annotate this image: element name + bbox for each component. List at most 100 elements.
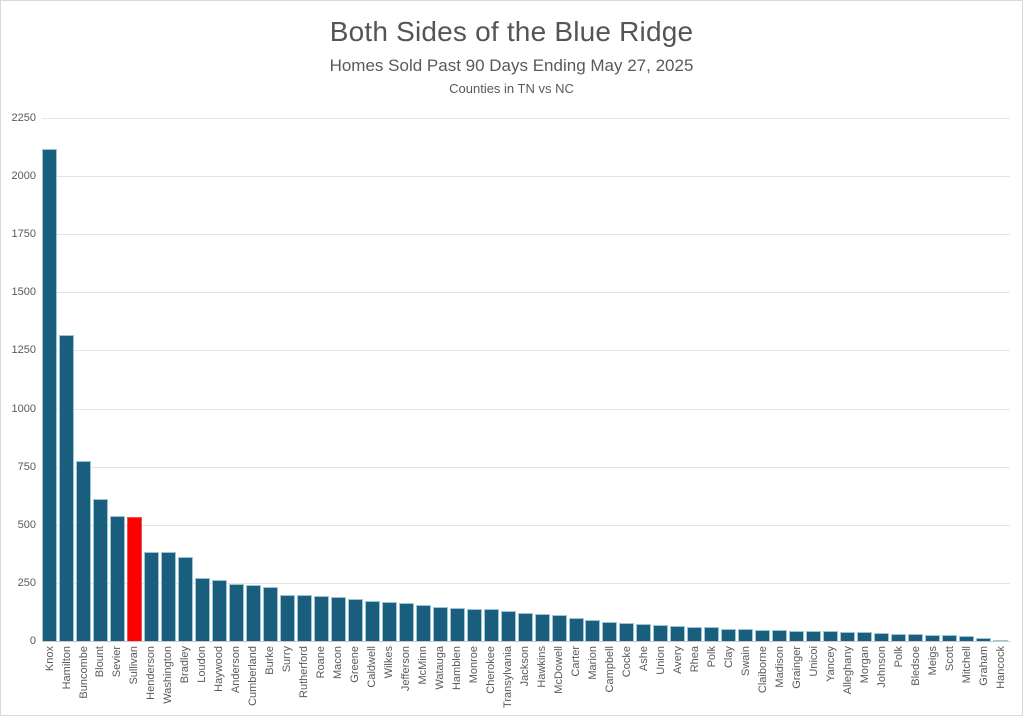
bar xyxy=(908,634,924,641)
y-axis-tick-label: 1750 xyxy=(11,228,36,240)
bar xyxy=(483,608,499,641)
x-axis-category-label: Ashe xyxy=(637,646,650,672)
x-axis-category-label: Graham xyxy=(977,646,990,686)
x-axis-category-label: Alleghany xyxy=(841,646,854,695)
bar xyxy=(976,638,991,641)
x-axis-category-label: Hancock xyxy=(994,646,1007,689)
bar xyxy=(738,629,754,641)
bar xyxy=(755,629,771,641)
x-axis-category-label: Anderson xyxy=(230,646,243,694)
x-axis-category-label: Unicoi xyxy=(807,646,820,677)
x-axis-category-label: Grainger xyxy=(790,646,803,689)
x-axis-category-label: Jefferson xyxy=(400,646,413,692)
bar xyxy=(551,615,567,641)
bar xyxy=(59,335,74,641)
bar xyxy=(347,599,363,641)
bar xyxy=(143,551,159,641)
bar xyxy=(76,460,91,641)
bar xyxy=(245,585,261,641)
bar xyxy=(449,608,465,641)
y-axis-tick-label: 0 xyxy=(29,635,36,647)
bar xyxy=(211,580,227,641)
x-axis-category-label: Loudon xyxy=(196,646,209,683)
x-axis-category-label: Wilkes xyxy=(383,646,396,679)
x-axis-category-label: Bledsoe xyxy=(909,646,922,686)
x-axis-category-label: Greene xyxy=(349,646,362,683)
x-axis-category-label: Washington xyxy=(162,646,175,704)
bar xyxy=(619,622,635,641)
bar xyxy=(636,623,652,641)
bar xyxy=(296,595,312,641)
bar xyxy=(42,149,57,641)
bar xyxy=(534,613,550,641)
y-axis-tick-label: 2250 xyxy=(11,112,36,124)
y-axis-tick-label: 250 xyxy=(17,577,36,589)
bar xyxy=(704,627,720,641)
bar xyxy=(823,631,839,641)
x-axis-category-label: McDowell xyxy=(553,646,565,694)
x-axis-category-label: Scott xyxy=(943,646,956,672)
chart-subtitle-note: Counties in TN vs NC xyxy=(449,81,574,96)
bar xyxy=(721,628,737,641)
bar xyxy=(228,583,244,641)
x-axis-category-label: Jackson xyxy=(519,646,531,687)
chart-subtitle: Homes Sold Past 90 Days Ending May 27, 2… xyxy=(329,56,694,75)
x-axis-category-label: Meigs xyxy=(926,646,939,676)
x-axis-category-label: Sullivan xyxy=(128,646,141,685)
bar xyxy=(806,630,822,641)
x-axis-category-label: Polk xyxy=(892,646,905,668)
bar xyxy=(925,634,941,641)
bar xyxy=(602,621,618,641)
x-axis-category-label: Rutherford xyxy=(298,646,311,698)
bar xyxy=(874,633,890,641)
x-axis-category-label: Cherokee xyxy=(485,646,497,694)
x-axis-category-label: Yancey xyxy=(824,646,837,682)
bar xyxy=(194,578,210,641)
gridline xyxy=(42,176,1010,177)
gridline xyxy=(42,350,1010,351)
x-axis-category-label: Morgan xyxy=(858,646,871,684)
bar xyxy=(993,639,1008,641)
bar xyxy=(789,630,805,641)
x-axis-category-label: Johnson xyxy=(875,646,888,688)
x-axis-category-label: Roane xyxy=(315,646,328,679)
x-axis-category-label: Transylvania xyxy=(502,646,514,708)
y-axis-tick-label: 1000 xyxy=(11,403,36,415)
x-axis-category-label: Rhea xyxy=(688,646,701,673)
bar xyxy=(568,618,584,641)
bar xyxy=(585,620,601,641)
bar xyxy=(177,557,193,641)
bar xyxy=(670,625,686,641)
y-axis-tick-label: 750 xyxy=(17,461,36,473)
x-axis-category-label: Cumberland xyxy=(247,646,260,706)
bar xyxy=(109,516,125,641)
x-axis-category-label: Knox xyxy=(43,646,56,672)
bar xyxy=(653,625,669,641)
bar xyxy=(160,552,176,641)
bar xyxy=(279,594,295,641)
x-axis-category-label: Campbell xyxy=(603,646,616,693)
bar xyxy=(262,587,278,641)
x-axis-category-label: Union xyxy=(654,646,667,675)
gridline xyxy=(42,583,1010,584)
bar xyxy=(857,631,873,641)
bar xyxy=(466,608,482,641)
x-axis-category-label: Avery xyxy=(671,646,684,674)
x-axis-category-label: Polk xyxy=(705,646,718,668)
bar xyxy=(772,630,788,641)
x-axis-category-label: Blount xyxy=(94,646,107,678)
bar xyxy=(432,607,448,641)
bar xyxy=(381,602,397,641)
x-axis-category-label: Henderson xyxy=(145,646,158,700)
x-axis-category-label: Hawkins xyxy=(536,646,548,688)
x-axis-category-label: Clay xyxy=(722,646,735,669)
x-axis-category-label: Watauga xyxy=(434,646,447,690)
x-axis-category-label: Mitchell xyxy=(960,646,973,684)
y-axis-tick-label: 500 xyxy=(17,519,36,531)
bar xyxy=(687,626,703,641)
x-axis-category-label: Cocke xyxy=(620,646,633,678)
bar xyxy=(840,631,856,641)
x-axis-category-label: Marion xyxy=(586,646,599,680)
